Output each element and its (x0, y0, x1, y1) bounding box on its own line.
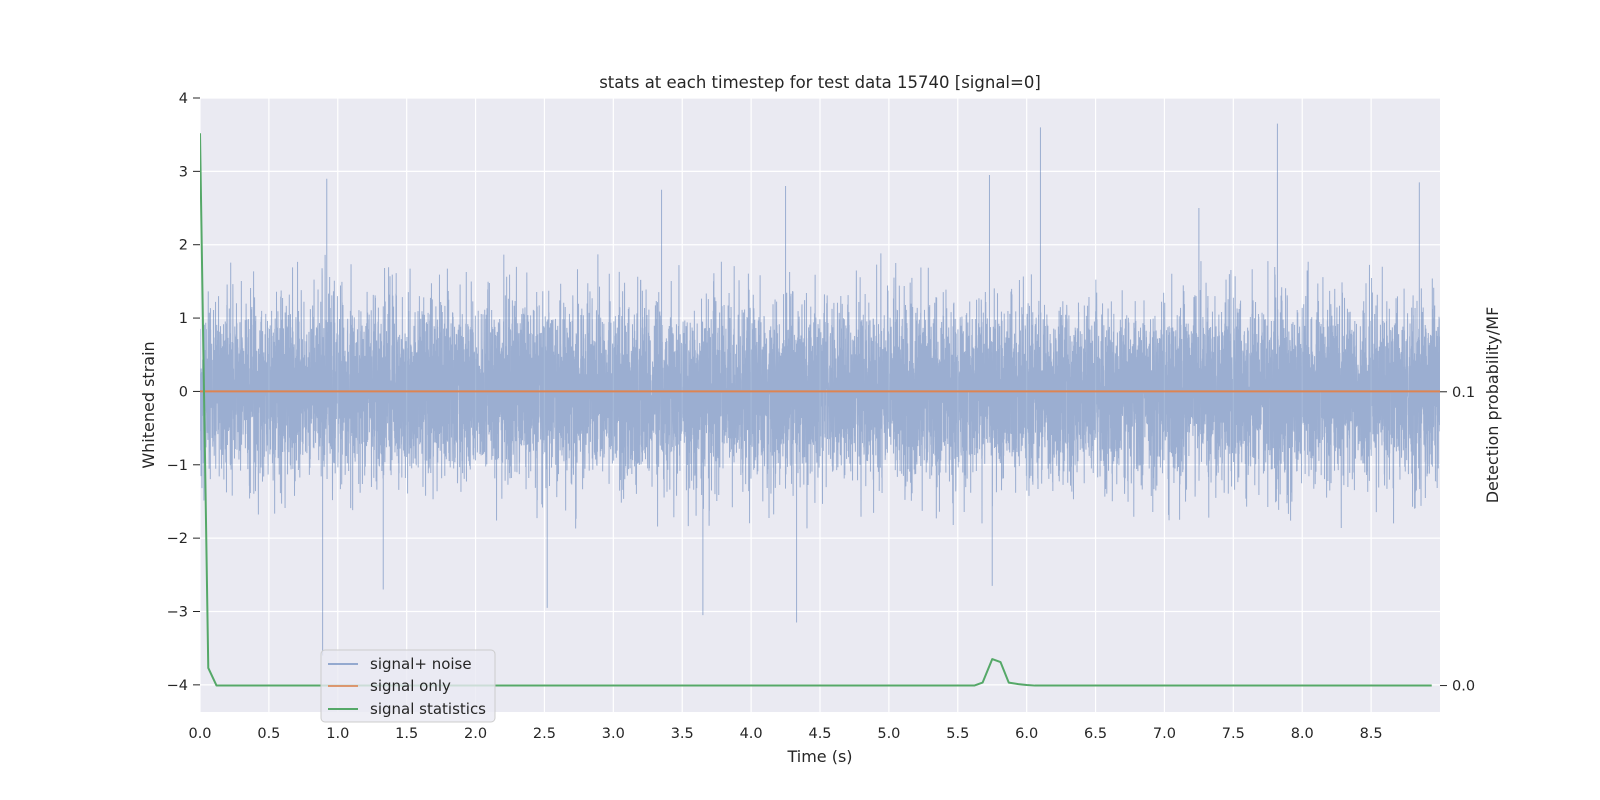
x-tick-label: 7.5 (1222, 726, 1245, 742)
x-tick-label: 1.5 (395, 726, 418, 742)
x-tick-label: 8.0 (1291, 726, 1314, 742)
y-tick-label: 4 (179, 91, 188, 107)
x-ticks: 0.0 0.5 1.0 1.5 2.0 2.5 3.0 3.5 4.0 4.5 5.0 5.5 6.0 6… (188, 726, 1382, 742)
y-right-tick-label: 0.1 (1452, 385, 1475, 401)
y-tick-label: −2 (167, 531, 188, 547)
x-tick-label: 5.5 (946, 726, 969, 742)
y-tick-label: −4 (167, 678, 188, 694)
legend-box (320, 649, 496, 723)
y-tick-label: 0 (179, 384, 188, 400)
legend: signal+ noise signal only signal statist… (320, 649, 496, 723)
y-tick-label: 2 (179, 238, 188, 254)
x-tick-label: 5.0 (877, 726, 900, 742)
x-tick-label: 3.0 (602, 726, 625, 742)
y-ticks-right: 0.1 0.0 (1440, 385, 1475, 695)
legend-label-signal-statistics: signal statistics (370, 700, 486, 718)
x-tick-label: 0.5 (257, 726, 280, 742)
x-tick-label: 4.5 (808, 726, 831, 742)
x-tick-label: 0.0 (188, 726, 211, 742)
y-tick-label: 1 (179, 311, 188, 327)
y-right-tick-label: 0.0 (1452, 679, 1475, 695)
x-tick-label: 2.0 (464, 726, 487, 742)
x-tick-label: 7.0 (1153, 726, 1176, 742)
y-axis-label-right: Detection probability/MF (1483, 307, 1502, 504)
x-tick-label: 4.0 (740, 726, 763, 742)
series-layer (200, 123, 1440, 687)
y-axis-label: Whitened strain (139, 341, 158, 468)
y-ticks: 4 3 2 1 0 −1 −2 −3 −4 (167, 91, 200, 694)
x-axis-label: Time (s) (786, 747, 852, 766)
x-tick-label: 3.5 (671, 726, 694, 742)
legend-label-signal-only: signal only (370, 677, 451, 695)
x-tick-label: 6.5 (1084, 726, 1107, 742)
series-line-signal-statistics (200, 133, 1432, 687)
x-tick-label: 8.5 (1360, 726, 1383, 742)
x-tick-label: 2.5 (533, 726, 556, 742)
x-tick-label: 6.0 (1015, 726, 1038, 742)
legend-label-signal-noise: signal+ noise (370, 655, 472, 673)
chart-title: stats at each timestep for test data 157… (599, 73, 1041, 92)
x-tick-label: 1.0 (326, 726, 349, 742)
y-tick-label: −3 (167, 605, 188, 621)
series-line-signal-noise (200, 123, 1440, 656)
y-tick-label: −1 (167, 458, 188, 474)
y-tick-label: 3 (179, 164, 188, 180)
